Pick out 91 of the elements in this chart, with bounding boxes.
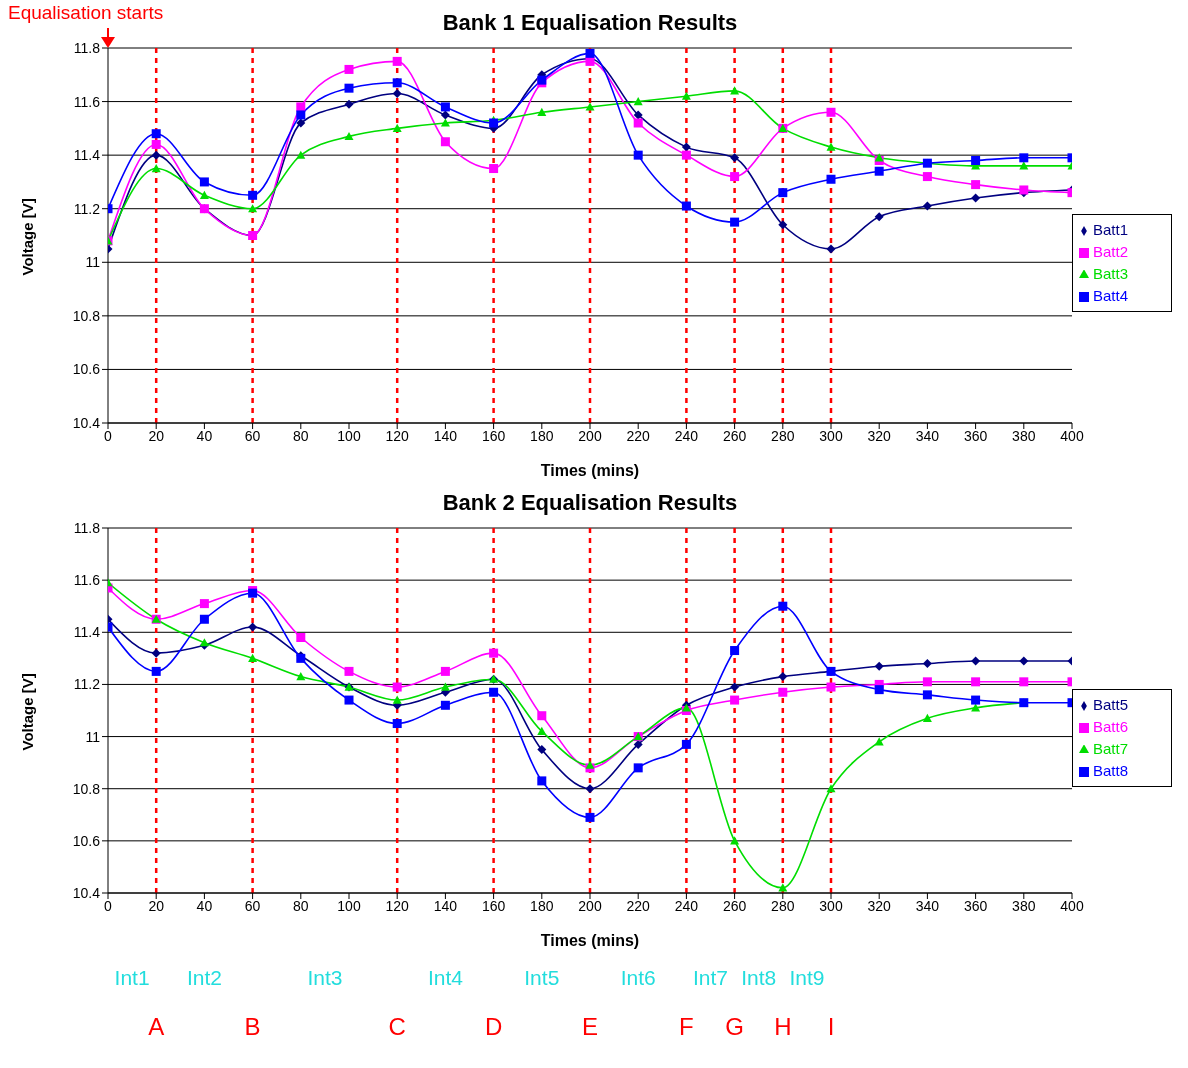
legend-label: Batt2: [1093, 243, 1129, 260]
y-tick-label: 11.8: [73, 39, 101, 56]
y-tick-label: 11.6: [73, 93, 101, 110]
y-tick-label: 10.4: [72, 884, 101, 901]
x-tick-label: 280: [771, 427, 795, 444]
x-tick-label: 220: [626, 427, 651, 444]
x-tick-label: 360: [963, 897, 988, 914]
ref-line-label: I: [826, 1013, 836, 1041]
chart-title: Bank 1 Equalisation Results: [442, 10, 738, 35]
legend-label: Batt3: [1093, 265, 1129, 282]
x-tick-label: 300: [819, 427, 843, 444]
ref-line-label: G: [724, 1013, 745, 1041]
x-tick-label: 100: [337, 427, 361, 444]
x-tick-label: 120: [385, 897, 410, 914]
chart-title: Bank 2 Equalisation Results: [441, 489, 739, 517]
y-tick-label: 11.2: [73, 200, 101, 217]
text: Int8: [740, 966, 778, 990]
text: Int7: [692, 966, 729, 990]
x-tick-label: 320: [867, 427, 892, 444]
legend-label: Batt1: [1093, 221, 1129, 238]
legend-label: Batt4: [1093, 287, 1129, 304]
y-tick-label: 10.8: [72, 780, 101, 797]
text: Equalisation starts: [8, 2, 164, 24]
y-tick-label: 10.6: [72, 832, 101, 849]
text: Int3: [306, 966, 344, 990]
x-tick-label: 20: [148, 427, 165, 444]
y-tick-label: 11.8: [73, 519, 101, 536]
text: Int2: [185, 966, 223, 990]
ref-line-label: A: [147, 1013, 166, 1041]
ref-line-label: D: [483, 1013, 504, 1041]
x-tick-label: 140: [433, 897, 458, 914]
x-tick-label: 40: [196, 427, 213, 444]
x-tick-label: 120: [385, 427, 410, 444]
x-tick-label: 240: [674, 427, 699, 444]
y-tick-label: 10.6: [72, 361, 101, 378]
x-tick-label: 240: [674, 897, 699, 914]
x-tick-label: 80: [293, 427, 309, 444]
x-tick-label: 380: [1012, 897, 1036, 914]
legend-label: Batt6: [1093, 718, 1129, 735]
x-tick-label: 200: [578, 427, 602, 444]
x-axis-title: Times (mins): [540, 462, 640, 479]
x-tick-label: 80: [293, 897, 309, 914]
y-tick-label: 11: [85, 728, 101, 745]
x-tick-label: 400: [1060, 427, 1084, 444]
legend-label: Batt5: [1093, 696, 1129, 713]
y-axis-title: Voltage [V]: [19, 673, 37, 751]
x-tick-label: 60: [244, 897, 261, 914]
x-tick-label: 300: [819, 897, 843, 914]
y-axis-title: Voltage [V]: [19, 198, 37, 276]
x-tick-label: 360: [963, 427, 988, 444]
y-tick-label: 11.2: [73, 676, 101, 693]
x-tick-label: 160: [481, 897, 506, 914]
x-tick-label: 60: [244, 427, 261, 444]
x-tick-label: 260: [722, 427, 747, 444]
y-tick-label: 11: [85, 254, 101, 271]
x-tick-label: 180: [530, 897, 554, 914]
y-tick-label: 10.4: [72, 414, 101, 431]
x-tick-label: 320: [867, 897, 892, 914]
x-tick-label: 20: [148, 897, 165, 914]
y-tick-label: 11.4: [73, 624, 101, 641]
ref-line-label: F: [678, 1013, 695, 1041]
x-tick-label: 140: [433, 427, 458, 444]
x-tick-label: 340: [915, 427, 940, 444]
x-tick-label: 0: [104, 427, 113, 444]
x-tick-label: 340: [915, 897, 940, 914]
x-tick-label: 200: [578, 897, 602, 914]
text: Int6: [619, 966, 657, 990]
x-tick-label: 40: [196, 897, 213, 914]
y-tick-label: 11.6: [73, 572, 101, 589]
legend-label: Batt7: [1093, 740, 1129, 757]
ref-line-label: B: [243, 1013, 262, 1041]
x-tick-label: 100: [337, 897, 361, 914]
x-tick-label: 260: [722, 897, 747, 914]
ref-line-label: C: [387, 1013, 407, 1041]
text: Int1: [113, 966, 151, 990]
ref-line-label: E: [581, 1013, 599, 1041]
x-tick-label: 220: [626, 897, 651, 914]
y-tick-label: 11.4: [73, 147, 101, 164]
legend-label: Batt8: [1093, 762, 1129, 779]
text: Int4: [426, 966, 464, 990]
text: Int9: [788, 966, 826, 990]
y-tick-label: 10.8: [72, 307, 101, 324]
x-tick-label: 180: [530, 427, 554, 444]
x-tick-label: 160: [481, 427, 506, 444]
x-tick-label: 380: [1012, 427, 1036, 444]
x-tick-label: 0: [104, 897, 113, 914]
x-tick-label: 280: [771, 897, 795, 914]
x-tick-label: 400: [1060, 897, 1084, 914]
text: Int5: [523, 966, 561, 990]
x-axis-title: Times (mins): [540, 932, 640, 949]
ref-line-label: H: [773, 1013, 793, 1041]
